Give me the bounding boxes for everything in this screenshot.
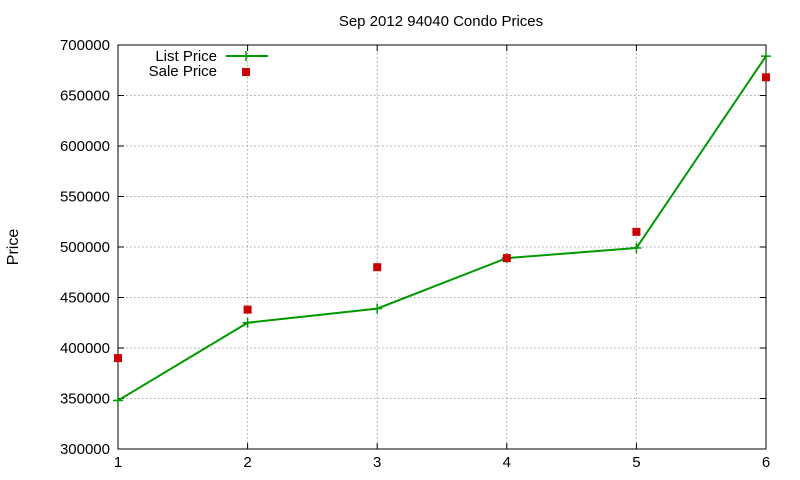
data-point-sale-price [243, 305, 252, 314]
x-tick-label: 3 [373, 454, 381, 471]
data-point-sale-price [502, 254, 511, 263]
y-tick-label: 650000 [60, 88, 110, 105]
data-point-sale-price [762, 73, 770, 82]
x-tick-label: 2 [243, 454, 251, 471]
y-tick-label: 350000 [60, 391, 110, 408]
y-tick-label: 300000 [60, 441, 110, 458]
grid [118, 45, 766, 449]
y-tick-label: 400000 [60, 340, 110, 357]
x-tick-label: 1 [114, 454, 122, 471]
chart-title: Sep 2012 94040 Condo Prices [339, 13, 543, 30]
data-point-list-price [372, 303, 383, 314]
y-tick-label: 500000 [60, 239, 110, 256]
data-point-list-price [761, 51, 771, 62]
y-tick-label: 600000 [60, 138, 110, 155]
y-tick-label: 450000 [60, 290, 110, 307]
legend-label-list-price: List Price [155, 48, 217, 65]
data-point-sale-price [373, 263, 382, 272]
data-point-sale-price [114, 354, 122, 363]
legend: List Price Sale Price [149, 48, 268, 80]
legend-marker-list-price [241, 51, 251, 61]
data-point-list-price [242, 317, 253, 328]
data-point-sale-price [632, 227, 641, 236]
axis-ticks: 300000 350000 400000 450000 500000 550000 6000… [60, 37, 770, 471]
x-tick-label: 5 [632, 454, 640, 471]
series-line-list-price [117, 55, 767, 402]
legend-marker-sale-price [242, 68, 250, 76]
x-tick-label: 6 [762, 454, 770, 471]
data-point-list-price [631, 243, 642, 254]
x-tick-label: 4 [503, 454, 511, 471]
y-tick-label: 550000 [60, 189, 110, 206]
legend-label-sale-price: Sale Price [149, 63, 217, 80]
data-point-list-price [113, 395, 123, 406]
series [113, 51, 771, 406]
y-tick-label: 700000 [60, 37, 110, 54]
y-axis-label: Price [5, 229, 22, 266]
